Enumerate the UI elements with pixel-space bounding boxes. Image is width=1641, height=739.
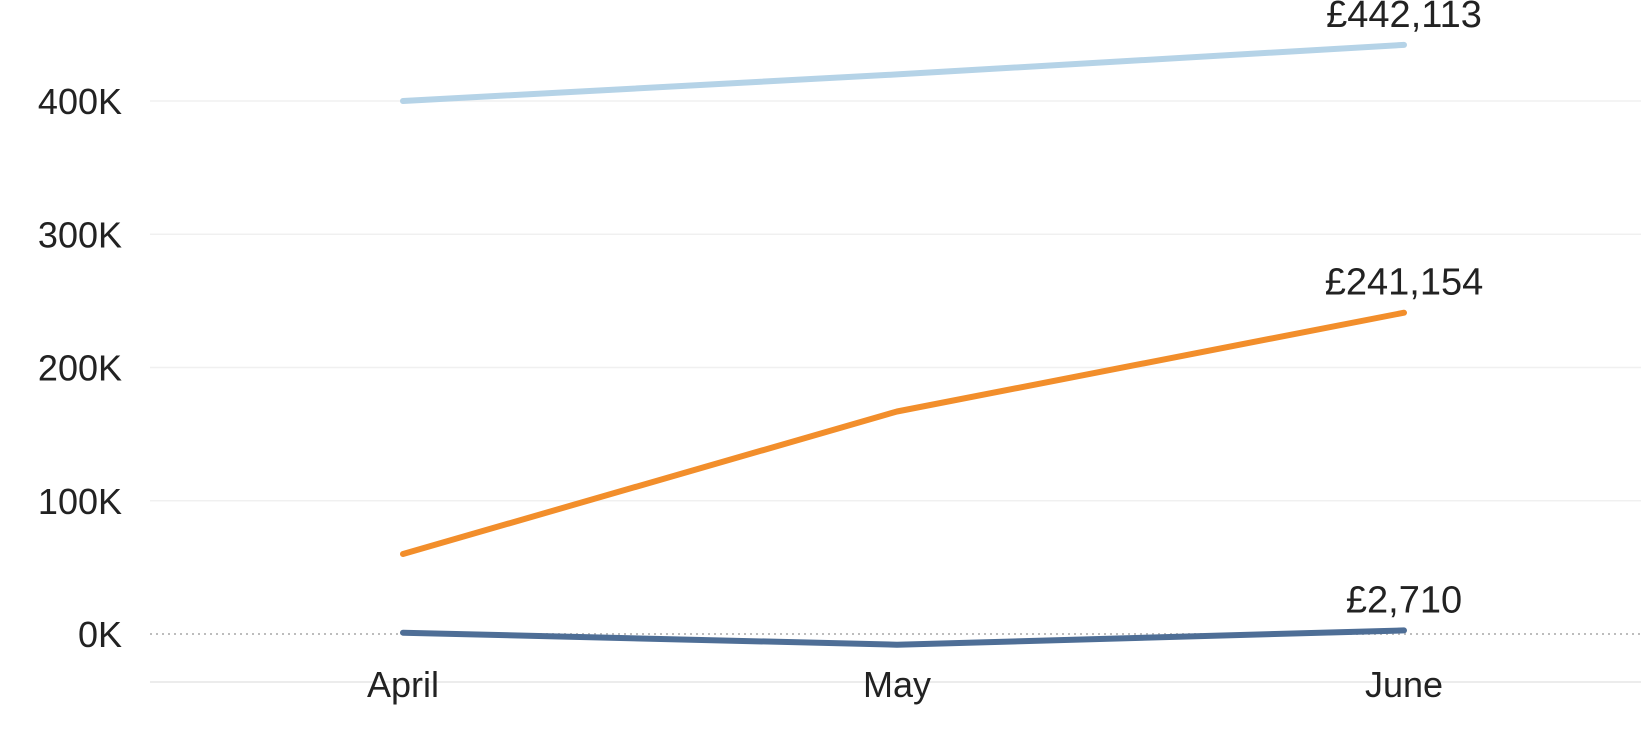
y-tick-label: 400K	[38, 81, 122, 122]
end-data-label: £2,710	[1346, 579, 1462, 621]
end-data-label: £442,113	[1326, 0, 1482, 36]
y-tick-label: 300K	[38, 214, 122, 255]
x-tick-label: April	[367, 664, 439, 705]
y-tick-label: 0K	[78, 614, 122, 655]
x-tick-label: June	[1365, 664, 1443, 705]
gridlines	[150, 100, 1641, 635]
x-axis-ticks: April May June	[367, 664, 1443, 705]
y-tick-label: 200K	[38, 348, 122, 389]
x-tick-label: May	[863, 664, 931, 705]
data-labels: £442,113 £241,154 £2,710	[1325, 0, 1484, 621]
y-axis-ticks: 0K 100K 200K 300K 400K	[38, 81, 122, 655]
y-tick-label: 100K	[38, 481, 122, 522]
series-line-0	[400, 41, 1407, 104]
series-line-2	[400, 627, 1407, 648]
series-lines	[400, 41, 1407, 648]
series-line-1	[400, 309, 1407, 557]
end-data-label: £241,154	[1325, 262, 1484, 304]
